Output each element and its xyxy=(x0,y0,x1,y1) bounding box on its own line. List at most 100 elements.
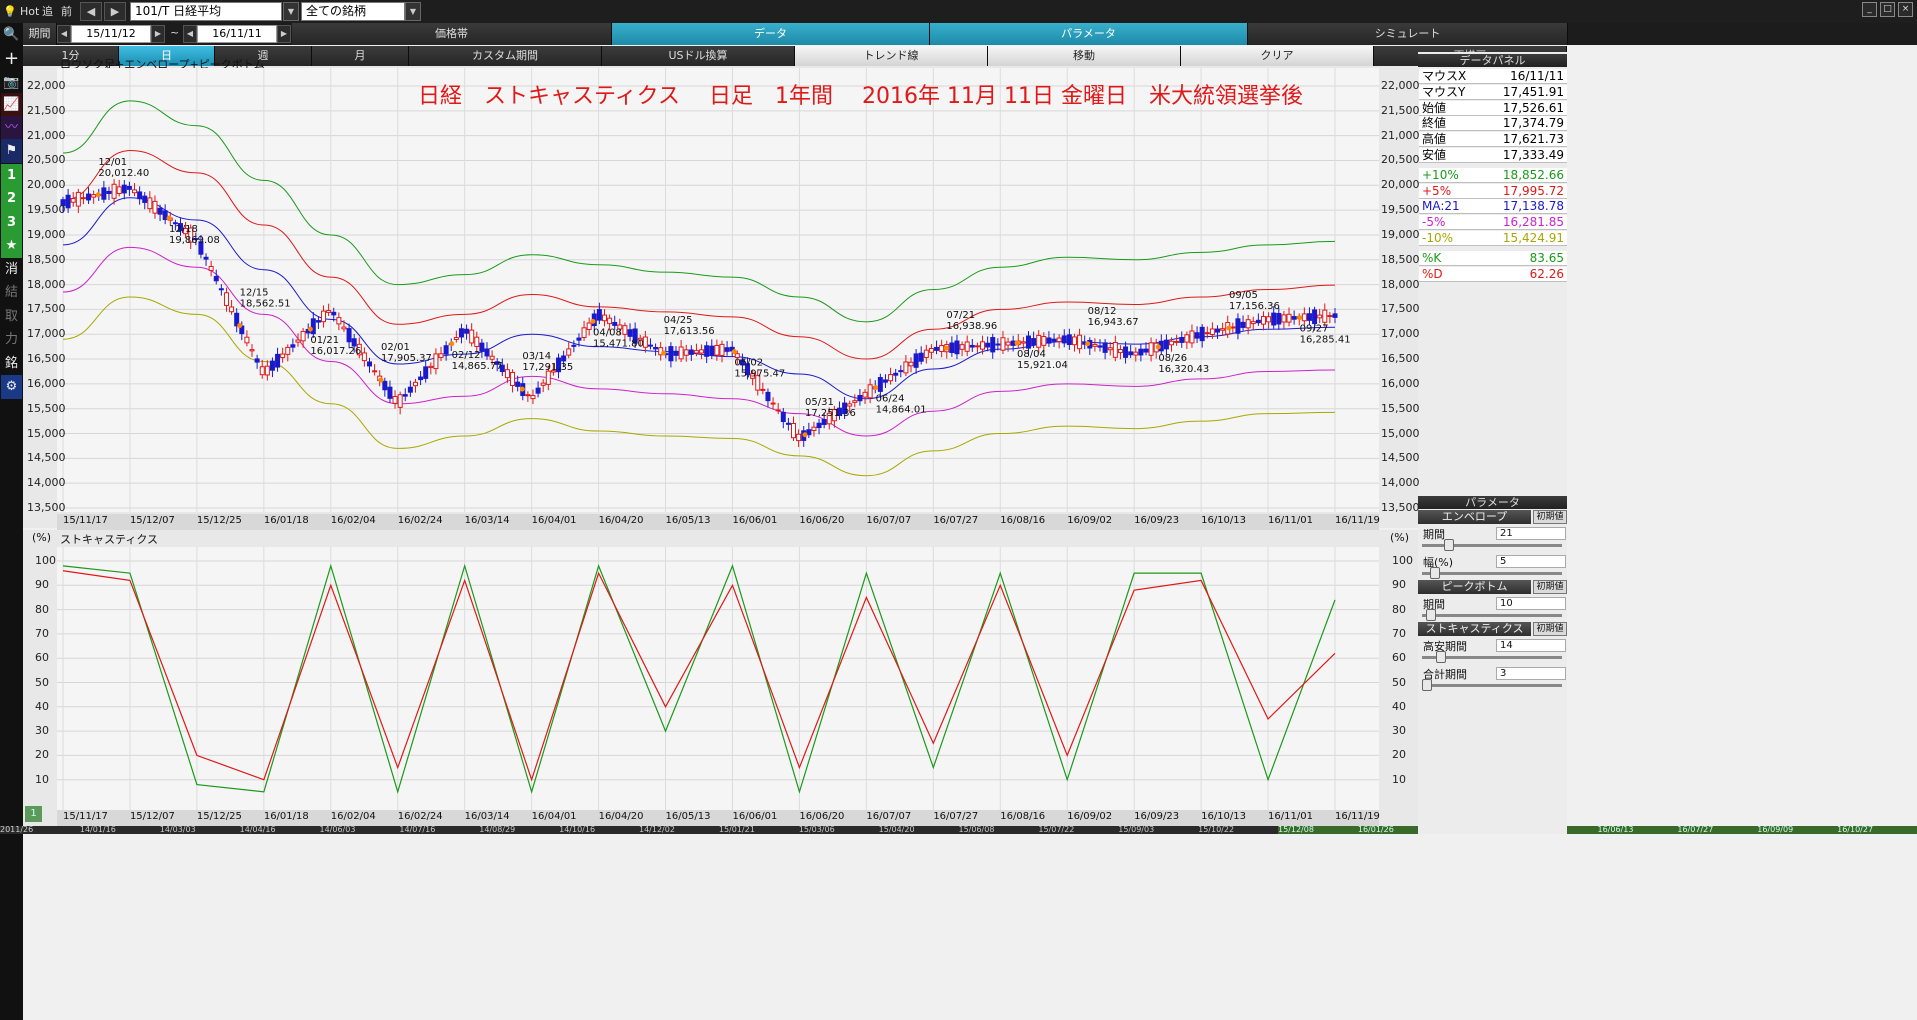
slider-knob[interactable] xyxy=(1426,609,1436,621)
envelope-header: エンベロープ xyxy=(1418,510,1531,524)
peak-marker xyxy=(1226,325,1232,331)
slot-1-button[interactable]: 1 xyxy=(1,164,22,188)
peakbottom-reset-button[interactable]: 初期値 xyxy=(1533,580,1567,594)
line-chart-icon[interactable]: 〰 xyxy=(1,116,22,140)
take-icon: 取 xyxy=(4,309,18,324)
envelope-width-value[interactable]: 5 xyxy=(1496,555,1566,568)
peakbottom-period-value[interactable]: 10 xyxy=(1496,597,1566,610)
stoch-hl-value[interactable]: 14 xyxy=(1496,639,1566,652)
code-combo[interactable]: 101/T 日経平均 xyxy=(130,2,282,21)
lightbulb-icon[interactable]: 💡 xyxy=(3,5,17,18)
back-arrow-icon[interactable]: ◀ xyxy=(80,2,102,21)
peakbottom-header: ピークボトム xyxy=(1418,580,1531,594)
prev-label[interactable]: 追 xyxy=(42,5,53,18)
minimize-icon[interactable]: _ xyxy=(1862,2,1877,17)
navigator-strip[interactable]: 2011/26 14/01/16 14/03/03 14/04/16 14/06/03 1… xyxy=(0,826,1917,834)
candle-body xyxy=(1179,337,1185,343)
peak-date: 12/01 xyxy=(98,157,127,168)
slider-knob[interactable] xyxy=(1436,651,1446,663)
candle-body xyxy=(453,337,459,340)
page-indicator[interactable]: 1 xyxy=(25,806,42,822)
stock-icon[interactable]: 銘 xyxy=(4,356,18,371)
tab-clear[interactable]: クリア xyxy=(1181,46,1374,66)
tab-move[interactable]: 移動 xyxy=(988,46,1181,66)
navigator-date: 16/01/26 xyxy=(1357,826,1438,834)
stoch-y-tick-right: 30 xyxy=(1392,724,1406,738)
menu-data[interactable]: データ xyxy=(612,23,930,45)
data-row-key: %D xyxy=(1422,266,1443,281)
tab-trendline[interactable]: トレンド線 xyxy=(795,46,988,66)
candle-body xyxy=(811,426,817,431)
chevron-down-icon[interactable]: ▼ xyxy=(283,2,299,21)
crosshair-icon[interactable]: + xyxy=(3,48,20,69)
date-to-back-icon[interactable]: ◀ xyxy=(183,25,197,43)
slider-knob[interactable] xyxy=(1422,679,1432,691)
candle-body xyxy=(1245,319,1251,329)
candle-body xyxy=(550,370,556,373)
date-to-forward-icon[interactable]: ▶ xyxy=(277,25,291,43)
tab-monthly[interactable]: 月 xyxy=(312,46,409,66)
slider-knob[interactable] xyxy=(1444,539,1454,551)
candle-body xyxy=(545,370,551,385)
stoch-sum-value[interactable]: 3 xyxy=(1496,667,1566,680)
candle-body xyxy=(1163,339,1169,350)
peak-date: 02/12 xyxy=(452,350,481,361)
slider-knob[interactable] xyxy=(1430,567,1440,579)
hot-button[interactable]: Hot xyxy=(20,5,40,18)
star-icon[interactable]: ★ xyxy=(1,234,22,258)
date-from-input[interactable]: 15/11/12 xyxy=(71,25,151,43)
tab-1min[interactable]: 1分 xyxy=(23,46,119,66)
x-tick-label: 16/07/07 xyxy=(866,515,912,526)
search-icon[interactable]: 🔍 xyxy=(3,27,20,42)
price-chart[interactable]: 12/01 20,012.40 12/18 19,869.08 12/15 18,562.… xyxy=(57,68,1379,512)
navigator-date: 15/07/22 xyxy=(1038,826,1119,834)
chart-icon[interactable]: 📈 xyxy=(1,93,22,117)
stoch-chart[interactable] xyxy=(57,547,1379,810)
gear-icon[interactable]: ⚙ xyxy=(1,375,22,399)
envelope-width-slider[interactable] xyxy=(1422,567,1562,579)
slot-3-button[interactable]: 3 xyxy=(1,211,22,235)
envelope-period-slider[interactable] xyxy=(1422,539,1562,551)
slot-2-button[interactable]: 2 xyxy=(1,187,22,211)
maximize-icon[interactable]: □ xyxy=(1880,2,1895,17)
chevron-down-icon[interactable]: ▼ xyxy=(405,2,421,21)
navigator-date: 15/10/22 xyxy=(1198,826,1278,834)
date-to-input[interactable]: 16/11/11 xyxy=(197,25,277,43)
menu-price-band[interactable]: 価格帯 xyxy=(292,23,612,45)
data-row-key: マウスY xyxy=(1422,84,1466,99)
forward-arrow-icon[interactable]: ▶ xyxy=(104,2,126,21)
date-from-forward-icon[interactable]: ▶ xyxy=(151,25,165,43)
menu-simulate[interactable]: シミュレート xyxy=(1248,23,1568,45)
stoch-reset-button[interactable]: 初期値 xyxy=(1533,622,1567,636)
navigator-date: 15/12/08 xyxy=(1278,826,1358,834)
peak-marker xyxy=(378,377,384,383)
tab-weekly[interactable]: 週 xyxy=(215,46,312,66)
candle-body xyxy=(601,314,607,322)
peakbottom-period-slider[interactable] xyxy=(1422,609,1562,621)
close-icon[interactable]: × xyxy=(1898,2,1913,17)
date-from-back-icon[interactable]: ◀ xyxy=(57,25,71,43)
filter-combo[interactable]: 全ての銘柄 xyxy=(301,2,405,21)
peak-value: 17,156.36 xyxy=(1229,301,1280,312)
stoch-chart-svg[interactable] xyxy=(57,547,1379,810)
tab-custom-period[interactable]: カスタム期間 xyxy=(409,46,602,66)
del-label[interactable]: 前 xyxy=(61,5,72,18)
stoch-sum-slider[interactable] xyxy=(1422,679,1562,691)
erase-icon[interactable]: 消 xyxy=(4,262,18,277)
camera-icon[interactable]: 📷 xyxy=(3,75,20,90)
stoch-hl-slider[interactable] xyxy=(1422,651,1562,663)
y-tick-right: 17,500 xyxy=(1381,302,1420,316)
candle-body xyxy=(91,194,97,198)
candle-body xyxy=(632,328,638,344)
peak-marker xyxy=(661,350,667,356)
tab-daily[interactable]: 日 xyxy=(119,46,215,66)
envelope-period-value[interactable]: 21 xyxy=(1496,527,1566,540)
tab-usd[interactable]: USドル換算 xyxy=(602,46,795,66)
peak-value: 17,905.37 xyxy=(381,353,432,364)
flag-icon[interactable]: ⚑ xyxy=(1,139,22,163)
stoch-y-tick-right: 100 xyxy=(1392,554,1413,567)
envelope-reset-button[interactable]: 初期値 xyxy=(1533,510,1567,524)
menu-parameters[interactable]: パラメータ xyxy=(930,23,1248,45)
stoch-label: ストキャスティクス xyxy=(60,533,159,546)
